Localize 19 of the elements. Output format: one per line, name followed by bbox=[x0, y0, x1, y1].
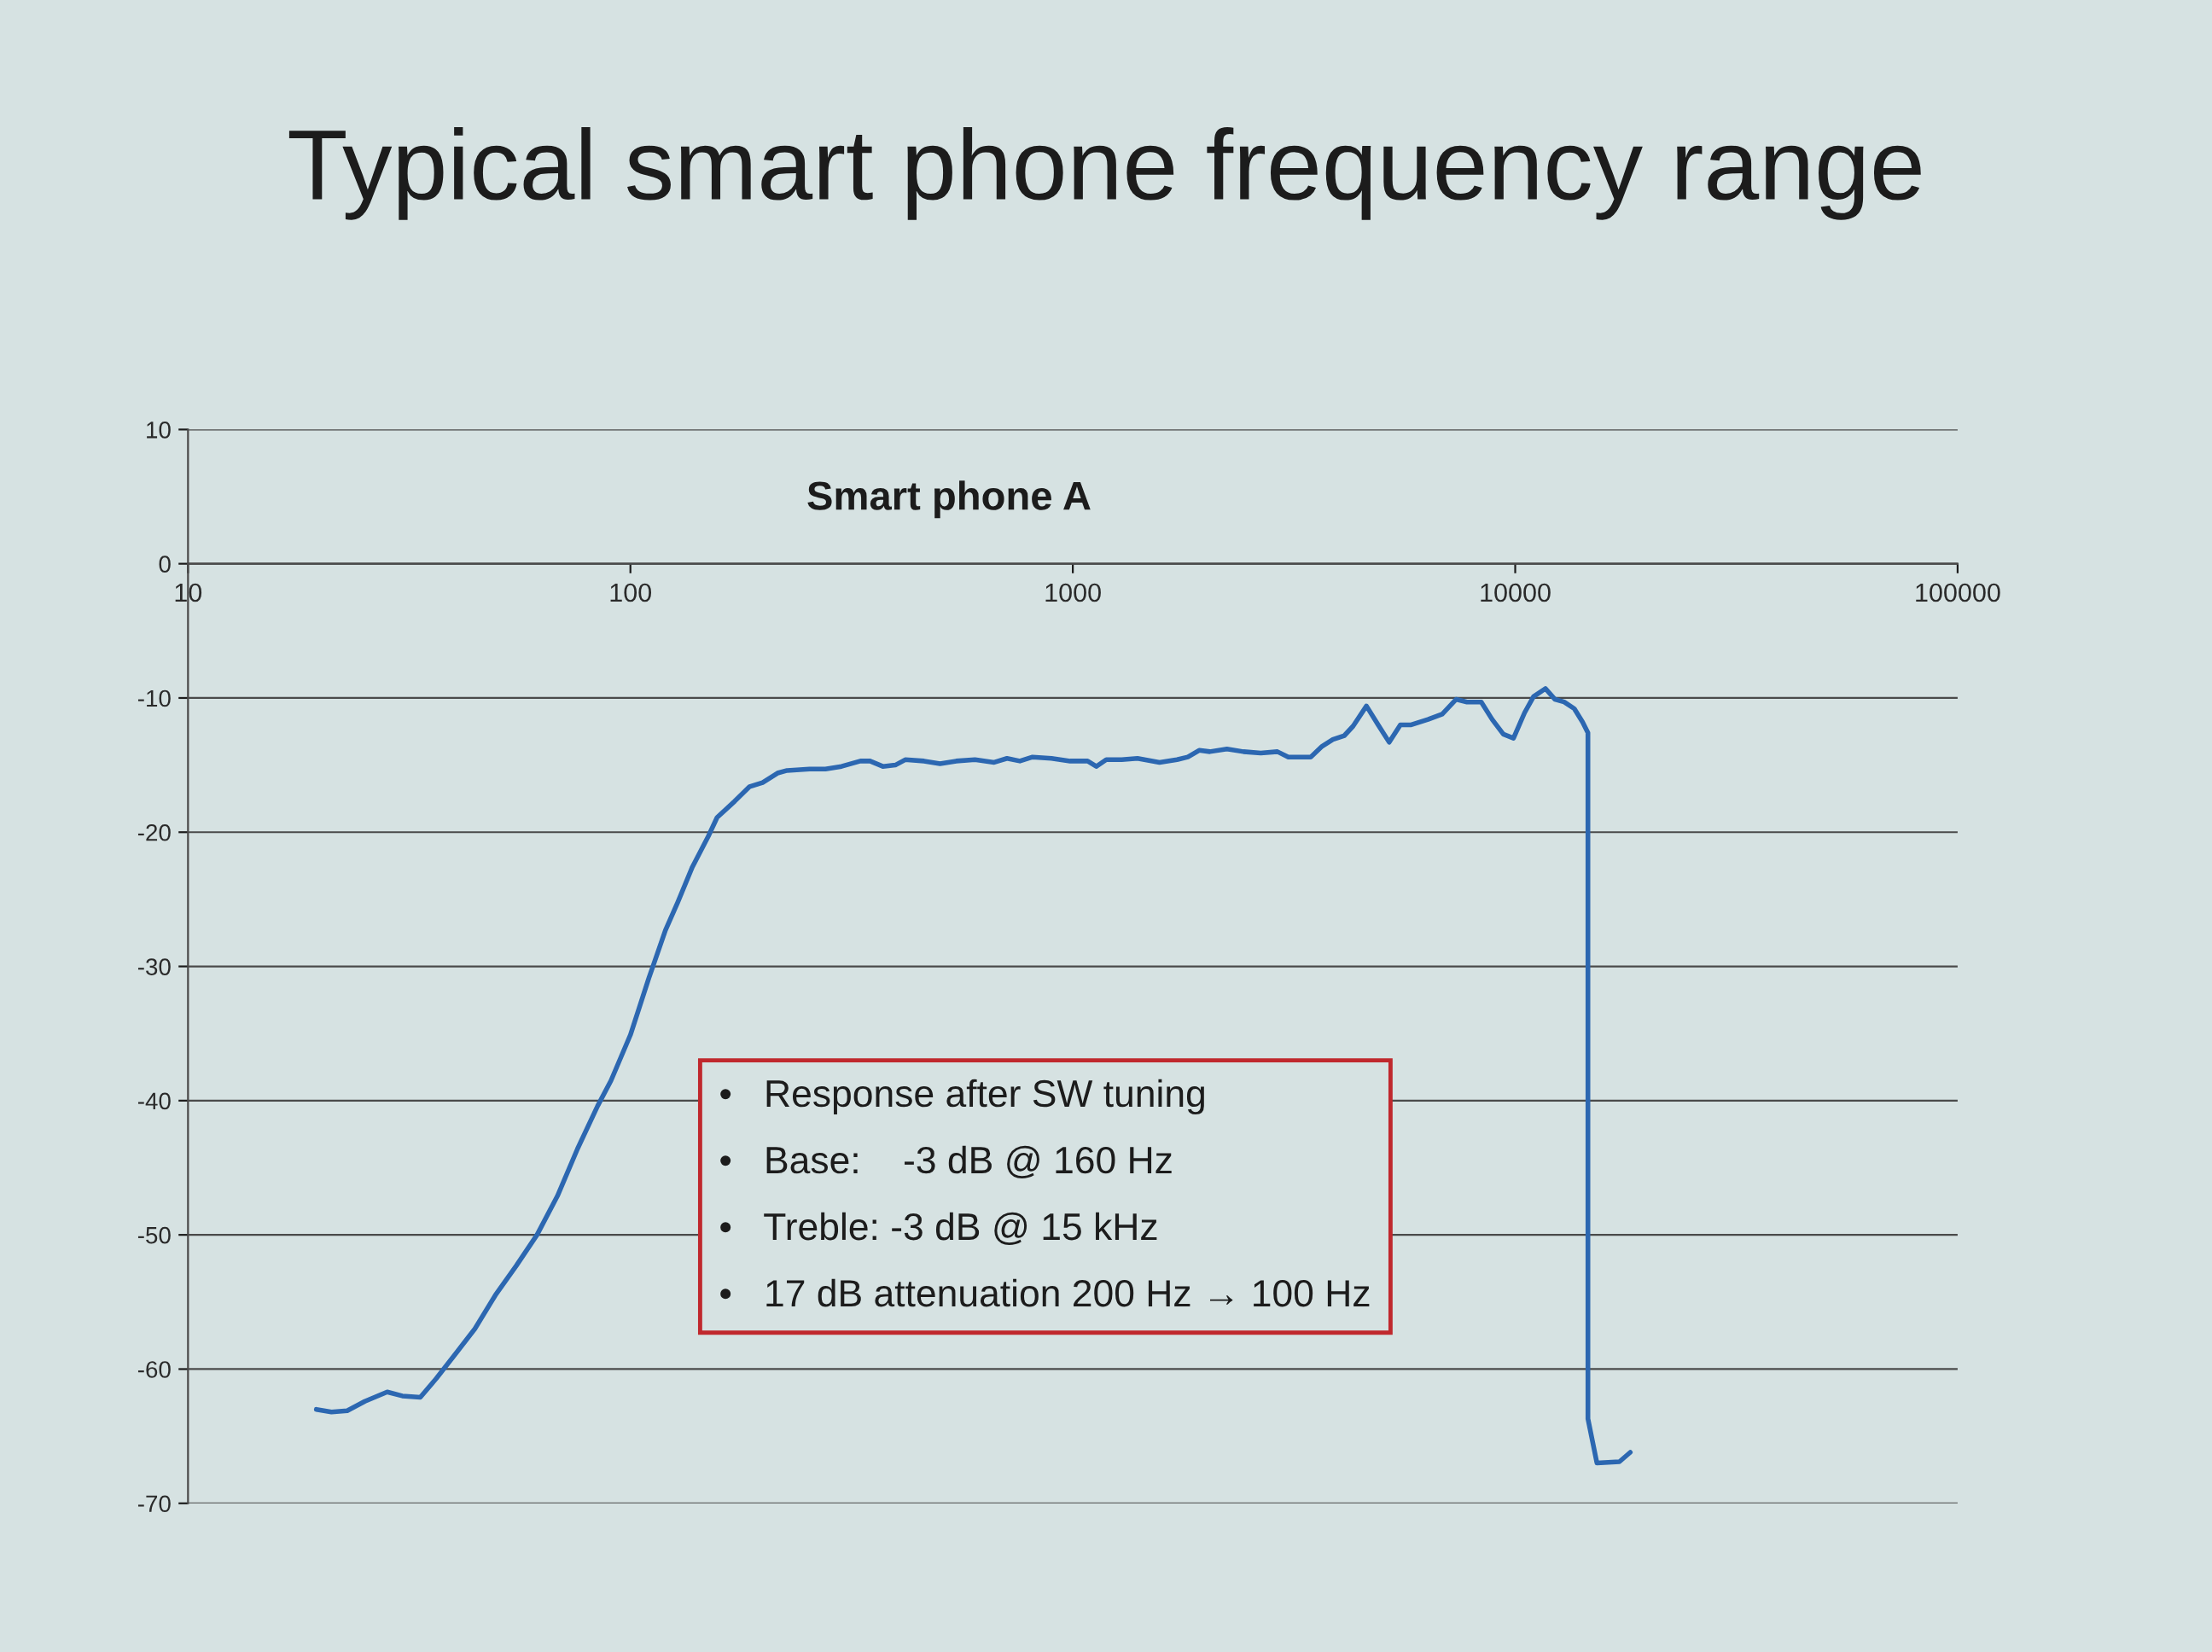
y-tick-label: -30 bbox=[137, 958, 171, 975]
annotation: • Treble: -3 dB @ 15 kHz bbox=[720, 1212, 1157, 1246]
y-tick-label: 10 bbox=[147, 422, 171, 439]
y-tick-label: 0 bbox=[159, 556, 171, 573]
annotation: • Response after SW tuning bbox=[720, 1079, 1204, 1115]
y-tick-label: -70 bbox=[137, 1495, 171, 1513]
text: Smart phone A bbox=[807, 480, 1091, 519]
x-tick-label: 1000 bbox=[1045, 583, 1101, 602]
x-tick-label: 100000 bbox=[1916, 583, 2000, 602]
y-tick-label: -50 bbox=[137, 1226, 171, 1244]
annotation: • Base: -3 dB @ 160 Hz bbox=[720, 1145, 1172, 1179]
y-tick-label: -60 bbox=[137, 1361, 171, 1378]
y-tick-label: -20 bbox=[137, 823, 171, 841]
x-tick-label: 100 bbox=[610, 583, 652, 602]
chart-title: Typical smart phone frequency range bbox=[288, 126, 1921, 220]
y-tick-label: -10 bbox=[137, 689, 171, 707]
y-tick-label: -40 bbox=[137, 1092, 171, 1110]
annotation: • 17 dB attenuation 200 Hz → 100 Hz bbox=[720, 1278, 1370, 1307]
x-tick-label: 10000 bbox=[1481, 583, 1551, 602]
